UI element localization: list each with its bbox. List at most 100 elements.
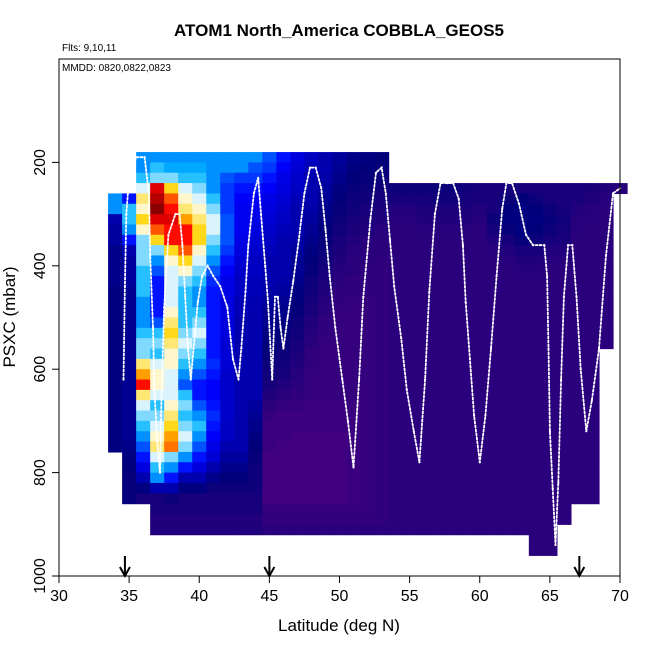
heatmap-cell <box>178 472 193 484</box>
heatmap-cell <box>164 369 179 381</box>
heatmap-cell <box>570 482 586 494</box>
heatmap-cell <box>332 431 348 443</box>
heatmap-cell <box>332 234 348 246</box>
heatmap-cell <box>458 369 474 381</box>
heatmap-cell <box>178 462 193 474</box>
heatmap-cell <box>430 234 446 246</box>
heatmap-cell <box>416 317 432 329</box>
heatmap-cell <box>178 152 193 163</box>
heatmap-cell <box>262 214 277 226</box>
heatmap-cell <box>220 524 235 536</box>
heatmap-cell <box>458 214 474 226</box>
heatmap-cell <box>136 451 151 463</box>
heatmap-cell <box>332 255 348 267</box>
heatmap-cell <box>346 286 362 298</box>
heatmap-cell <box>360 193 376 205</box>
heatmap-cell <box>528 462 544 474</box>
heatmap-cell <box>220 183 235 195</box>
heatmap-cell <box>514 482 530 494</box>
heatmap-cell <box>122 482 137 494</box>
heatmap-cell <box>206 379 221 391</box>
heatmap-cell <box>374 152 390 163</box>
heatmap-cell <box>276 524 292 536</box>
heatmap-cell <box>374 234 390 246</box>
heatmap-cell <box>500 234 516 246</box>
heatmap-cell <box>220 493 235 505</box>
heatmap-cell <box>276 255 292 267</box>
heatmap-cell <box>318 307 334 319</box>
heatmap-cell <box>430 265 446 277</box>
heatmap-cell <box>192 317 207 329</box>
heatmap-cell <box>164 183 179 195</box>
heatmap-cell <box>150 317 165 329</box>
heatmap-cell <box>164 503 179 515</box>
heatmap-cell <box>332 276 348 288</box>
heatmap-cell <box>542 482 558 494</box>
heatmap-cell <box>136 389 151 401</box>
heatmap-cell <box>164 400 179 412</box>
heatmap-cell <box>178 431 193 443</box>
heatmap-cell <box>262 503 277 515</box>
heatmap-cell <box>150 296 165 308</box>
flight-track-point <box>412 430 415 433</box>
heatmap-cell <box>528 193 544 205</box>
heatmap-cell <box>374 462 390 474</box>
heatmap-cell <box>290 451 306 463</box>
heatmap-cell <box>444 410 460 422</box>
heatmap-cell <box>542 338 558 350</box>
heatmap-cell <box>360 524 376 536</box>
heatmap-cell <box>150 379 165 391</box>
heatmap-cell <box>556 379 572 391</box>
heatmap-cell <box>360 441 376 453</box>
flight-track-point <box>546 275 549 278</box>
heatmap-cell <box>430 183 446 195</box>
heatmap-cell <box>346 234 362 246</box>
heatmap-cell <box>178 224 193 236</box>
heatmap-cell <box>332 307 348 319</box>
heatmap-cell <box>318 162 334 174</box>
heatmap-cell <box>360 451 376 463</box>
heatmap-cell <box>500 431 516 443</box>
heatmap-cell <box>514 307 530 319</box>
heatmap-cell <box>290 441 306 453</box>
flight-track-point <box>181 244 184 247</box>
heatmap-cell <box>192 203 207 215</box>
heatmap-cell <box>514 317 530 329</box>
heatmap-cell <box>542 462 558 474</box>
heatmap-cell <box>416 338 432 350</box>
heatmap-cell <box>388 493 404 505</box>
heatmap-cell <box>234 420 249 432</box>
heatmap-cell <box>136 317 151 329</box>
heatmap-cell <box>500 420 516 432</box>
flight-track-point <box>585 430 588 433</box>
heatmap-cell <box>360 503 376 515</box>
heatmap-cell <box>276 296 292 308</box>
heatmap-cell <box>346 524 362 536</box>
flight-track-point <box>557 481 560 484</box>
flight-track-point <box>473 414 476 417</box>
heatmap-cell <box>346 224 362 236</box>
heatmap-cell <box>136 224 151 236</box>
x-tick-label: 50 <box>331 588 349 605</box>
heatmap-cell <box>416 441 432 453</box>
heatmap-cell <box>458 441 474 453</box>
heatmap-cell <box>234 214 249 226</box>
heatmap-cell <box>430 379 446 391</box>
heatmap-cell <box>220 152 235 163</box>
heatmap-cell <box>122 265 137 277</box>
heatmap-cell <box>164 296 179 308</box>
heatmap-cell <box>206 162 221 174</box>
heatmap-cell <box>248 234 263 246</box>
heatmap-cell <box>556 255 572 267</box>
heatmap-cell <box>318 203 334 215</box>
heatmap-cell <box>346 296 362 308</box>
heatmap-cell <box>304 431 320 443</box>
heatmap-cell <box>290 276 306 288</box>
heatmap-cell <box>430 358 446 370</box>
heatmap-cell <box>556 245 572 257</box>
heatmap-cell <box>346 193 362 205</box>
heatmap-cell <box>416 513 432 525</box>
flight-track-point <box>579 368 582 371</box>
y-tick-label: 1000 <box>32 558 49 594</box>
heatmap-cell <box>206 276 221 288</box>
